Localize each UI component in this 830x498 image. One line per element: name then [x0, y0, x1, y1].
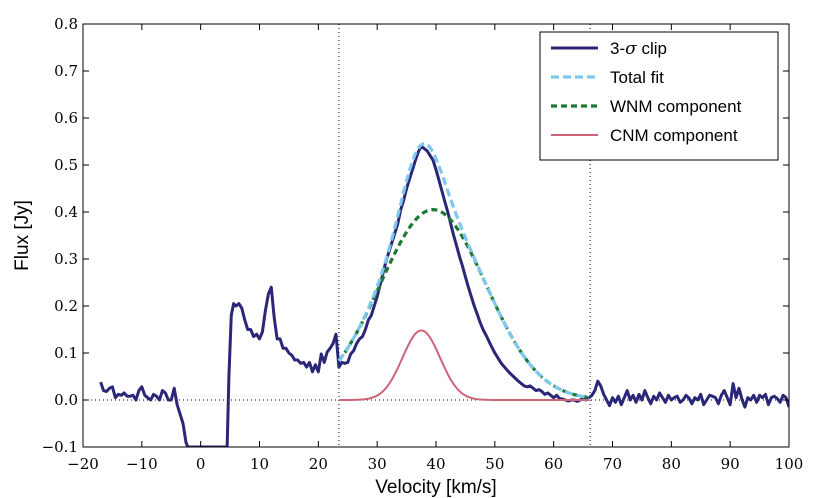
- x-tick-label: 40: [426, 455, 445, 473]
- y-tick-label: 0.7: [54, 62, 78, 80]
- legend-entry-wnm: WNM component: [610, 97, 742, 116]
- ticks-layer: −20 −10 0 10 20 30 40 50 60 70 80 90 100 −0.1 0.0 0.1 0.…: [42, 15, 804, 473]
- series-cnm-line: [338, 329, 589, 401]
- x-tick-label: −10: [126, 455, 158, 473]
- x-tick-label: 0: [196, 455, 206, 473]
- legend-entry-cnm: CNM component: [610, 126, 738, 145]
- x-tick-label: 20: [309, 455, 328, 473]
- x-axis-label: Velocity [km/s]: [375, 477, 496, 498]
- x-tick-label: 80: [662, 455, 681, 473]
- x-tick-label: 100: [775, 455, 804, 473]
- y-tick-label: 0.2: [54, 297, 78, 315]
- legend: 3-σ clip Total fit WNM component CNM com…: [539, 31, 779, 161]
- x-tick-label: −20: [67, 455, 99, 473]
- legend-entry-clip-sigma: σ: [625, 39, 637, 59]
- x-tick-label: 50: [485, 455, 504, 473]
- x-tick-label: 90: [721, 455, 740, 473]
- y-tick-label: 0.1: [54, 344, 78, 362]
- legend-entry-clip-suffix: clip: [637, 39, 667, 58]
- series-layer: [99, 141, 789, 447]
- x-tick-label: 70: [603, 455, 622, 473]
- y-tick-label: −0.1: [42, 438, 78, 456]
- y-tick-label: 0.8: [54, 15, 78, 33]
- y-tick-label: 0.4: [54, 203, 78, 221]
- x-tick-label: 30: [368, 455, 387, 473]
- y-tick-label: 0.6: [54, 109, 78, 127]
- series-clip-line: [99, 144, 789, 447]
- y-tick-label: 0.0: [54, 391, 78, 409]
- legend-entry-clip-prefix: 3-: [610, 39, 625, 58]
- legend-entry-clip: 3-σ clip: [610, 39, 667, 59]
- legend-entry-total-fit: Total fit: [610, 68, 664, 87]
- y-axis-label: Flux [Jy]: [12, 200, 33, 271]
- y-tick-label: 0.5: [54, 156, 78, 174]
- x-tick-label: 10: [250, 455, 269, 473]
- legend-box: [539, 31, 779, 161]
- x-tick-label: 60: [544, 455, 563, 473]
- y-tick-label: 0.3: [54, 250, 78, 268]
- series-total-fit-line: [337, 141, 590, 400]
